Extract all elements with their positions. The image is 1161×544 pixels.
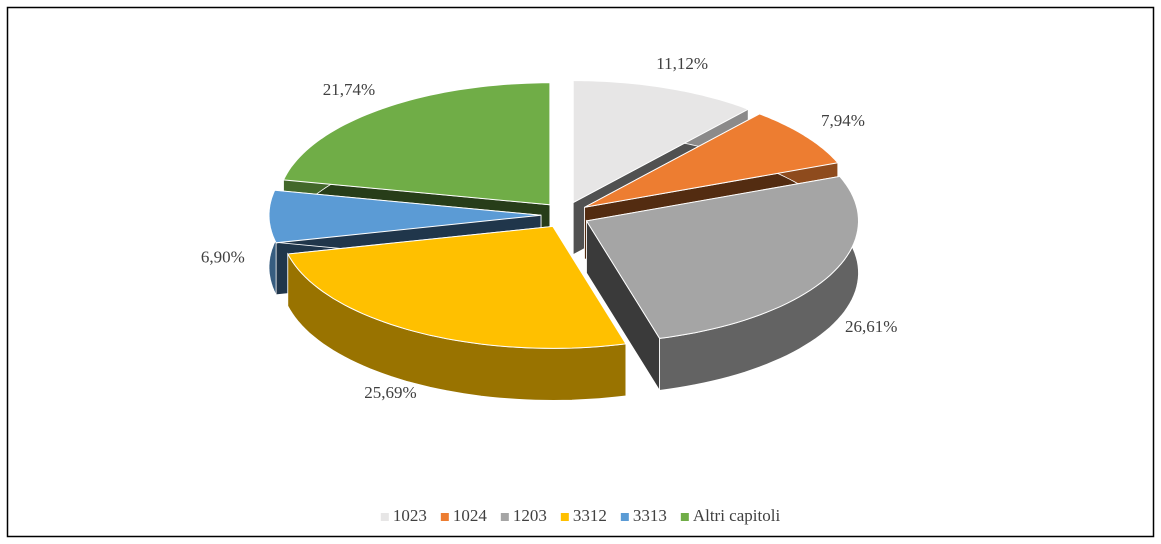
data-label: 7,94% (821, 111, 865, 130)
pie-slice (286, 224, 627, 401)
legend-swatch (620, 513, 629, 521)
data-label: 26,61% (845, 317, 897, 336)
legend-label: 3312 (573, 506, 607, 525)
legend-swatch (380, 513, 389, 521)
pie-slice (585, 175, 860, 392)
slice-top (282, 82, 551, 206)
legend-label: 1024 (453, 506, 488, 525)
legend-label: Altri capitoli (693, 506, 781, 525)
data-label: 6,90% (201, 247, 245, 266)
legend-swatch (440, 513, 449, 521)
data-label: 21,74% (323, 80, 375, 99)
slice-top (584, 113, 839, 208)
legend-label: 3313 (633, 506, 667, 525)
legend-swatch (500, 513, 509, 521)
slice-top (268, 189, 542, 244)
slice-top (585, 175, 860, 339)
legend-swatch (680, 513, 689, 521)
legend-swatch (560, 513, 569, 521)
legend-label: 1023 (393, 506, 427, 525)
data-label: 25,69% (364, 383, 416, 402)
slice-top (286, 225, 627, 349)
legend: 1023 1024 1203 3312 3313 Altri capitoli (380, 506, 781, 525)
slice-top (572, 80, 750, 204)
legend-label: 1203 (513, 506, 547, 525)
data-label: 11,12% (656, 54, 708, 73)
